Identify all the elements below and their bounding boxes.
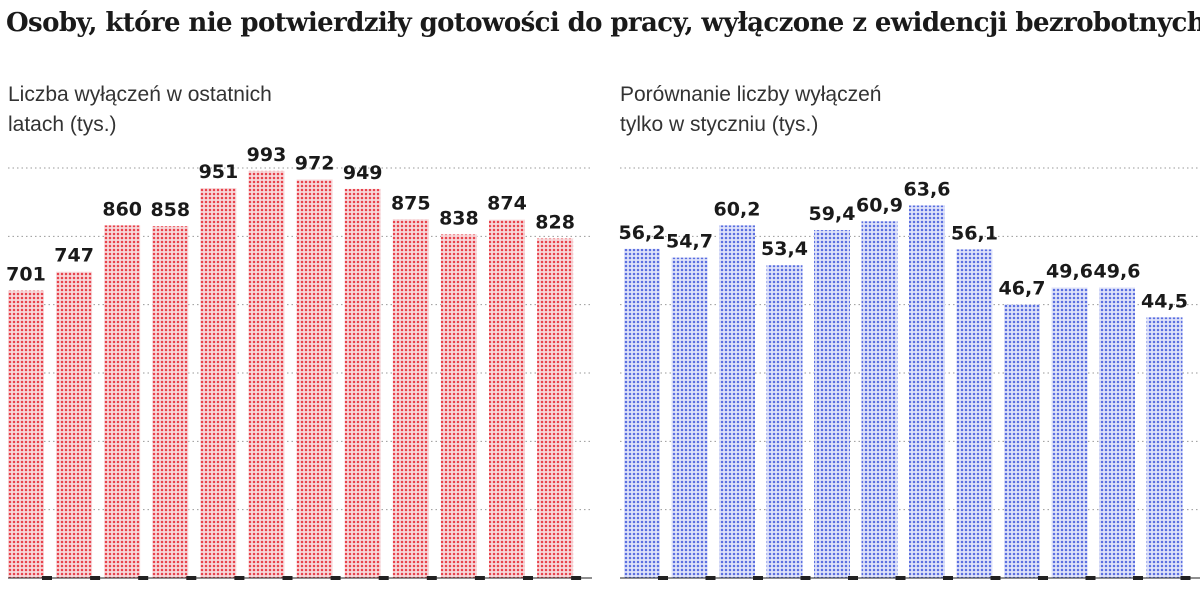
left-bar-1 bbox=[56, 271, 93, 578]
right-bar-9 bbox=[1051, 287, 1088, 578]
left-data-label-5: 993 bbox=[247, 144, 287, 166]
right-bar-1 bbox=[671, 257, 708, 578]
right-data-label-4: 59,4 bbox=[809, 203, 856, 225]
right-data-label-5: 60,9 bbox=[856, 194, 903, 216]
right-data-label-8: 46,7 bbox=[999, 277, 1046, 299]
right-data-label-2: 60,2 bbox=[714, 198, 761, 220]
right-bar-3 bbox=[766, 265, 803, 578]
right-data-label-0: 56,2 bbox=[619, 222, 666, 244]
right-bar-7 bbox=[956, 249, 993, 578]
left-bar-3 bbox=[152, 226, 189, 578]
left-data-label-9: 838 bbox=[439, 207, 479, 229]
right-data-label-1: 54,7 bbox=[666, 231, 713, 253]
right-bar-5 bbox=[861, 221, 898, 579]
left-bar-2 bbox=[104, 225, 141, 578]
left-bar-6 bbox=[296, 179, 333, 579]
left-bar-10 bbox=[489, 219, 525, 578]
left-chart-axis bbox=[8, 576, 592, 580]
right-bar-4 bbox=[814, 230, 850, 579]
right-data-label-3: 53,4 bbox=[761, 238, 808, 260]
left-data-label-3: 858 bbox=[150, 199, 190, 221]
right-chart-bars bbox=[624, 205, 1183, 579]
right-data-label-11: 44,5 bbox=[1141, 290, 1188, 312]
left-chart-subtitle: Liczba wyłączeń w ostatnich latach (tys.… bbox=[8, 80, 388, 140]
left-bar-4 bbox=[200, 188, 237, 578]
left-chart-subtitle-line-2: latach (tys.) bbox=[8, 113, 117, 136]
left-data-label-11: 828 bbox=[535, 212, 575, 234]
right-chart-axis bbox=[620, 576, 1200, 580]
left-chart-labels: 701 747 860 858 951 993 972 949 875 838 874 828 bbox=[6, 144, 575, 286]
right-data-label-6: 63,6 bbox=[904, 178, 951, 200]
right-bar-2 bbox=[719, 225, 755, 578]
left-data-label-6: 972 bbox=[295, 152, 335, 174]
page-title: Osoby, które nie potwierdziły gotowości … bbox=[6, 8, 1200, 38]
left-bar-9 bbox=[440, 234, 477, 579]
right-bar-0 bbox=[624, 248, 660, 579]
left-data-label-2: 860 bbox=[102, 198, 142, 220]
right-chart-subtitle-line-1: Porównanie liczby wyłączeń bbox=[620, 83, 882, 106]
right-bar-8 bbox=[1004, 304, 1040, 578]
left-data-label-7: 949 bbox=[343, 162, 383, 184]
right-data-label-9: 49,6 bbox=[1046, 260, 1093, 282]
right-bar-10 bbox=[1099, 287, 1135, 578]
left-bar-0 bbox=[8, 290, 44, 578]
left-bar-5 bbox=[248, 170, 285, 578]
left-data-label-8: 875 bbox=[391, 192, 431, 214]
left-data-label-4: 951 bbox=[199, 161, 239, 183]
left-bar-11 bbox=[537, 238, 574, 578]
right-bar-6 bbox=[909, 205, 945, 578]
right-data-label-10: 49,6 bbox=[1094, 260, 1141, 282]
left-chart-subtitle-line-1: Liczba wyłączeń w ostatnich bbox=[8, 83, 272, 106]
left-chart-bars bbox=[8, 170, 574, 579]
left-data-label-10: 874 bbox=[487, 193, 527, 215]
right-chart-subtitle-line-2: tylko w styczniu (tys.) bbox=[620, 113, 819, 136]
right-bar-11 bbox=[1146, 317, 1183, 578]
left-data-label-0: 701 bbox=[6, 264, 46, 286]
right-chart-subtitle: Porównanie liczby wyłączeń tylko w stycz… bbox=[620, 80, 1000, 140]
right-data-label-7: 56,1 bbox=[951, 222, 998, 244]
left-bar-7 bbox=[344, 188, 381, 578]
right-chart-labels: 56,2 54,760,253,459,4 60,963,656,146,749,6… bbox=[619, 178, 1188, 312]
left-bar-8 bbox=[392, 219, 429, 578]
left-data-label-1: 747 bbox=[54, 245, 94, 267]
